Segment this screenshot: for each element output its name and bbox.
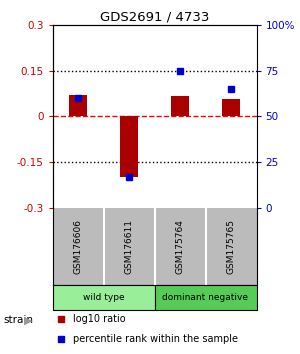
Text: GSM176611: GSM176611 xyxy=(124,219,134,274)
Text: GSM175764: GSM175764 xyxy=(176,219,184,274)
Bar xyxy=(52,285,154,310)
Text: log10 ratio: log10 ratio xyxy=(73,314,125,324)
Text: dominant negative: dominant negative xyxy=(163,293,248,302)
Bar xyxy=(222,99,240,116)
Bar xyxy=(69,95,87,116)
Text: GSM176606: GSM176606 xyxy=(74,219,82,274)
Text: strain: strain xyxy=(3,315,33,325)
Bar xyxy=(154,285,256,310)
Text: percentile rank within the sample: percentile rank within the sample xyxy=(73,334,238,344)
Text: ▶: ▶ xyxy=(24,315,33,325)
Title: GDS2691 / 4733: GDS2691 / 4733 xyxy=(100,11,209,24)
Bar xyxy=(120,116,138,177)
Bar xyxy=(171,96,189,116)
Text: wild type: wild type xyxy=(83,293,124,302)
Text: GSM175765: GSM175765 xyxy=(226,219,236,274)
